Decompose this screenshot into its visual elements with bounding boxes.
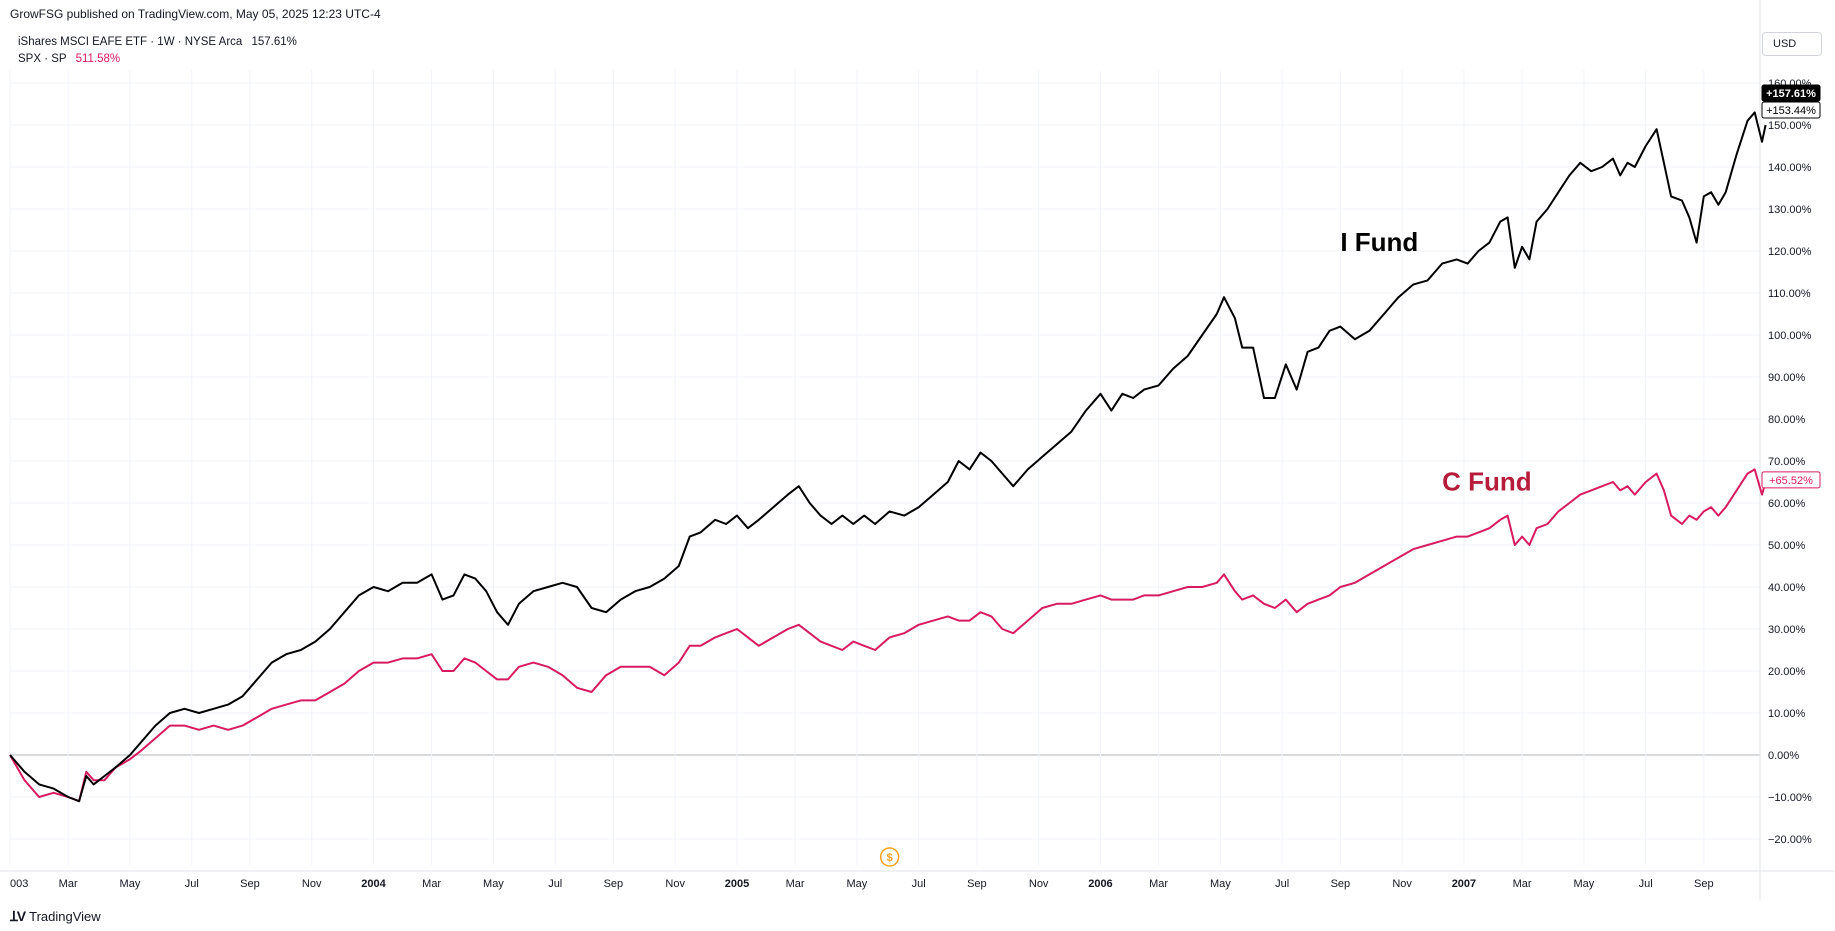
x-tick-label: Jul: [912, 878, 926, 890]
y-tick-label: 40.00%: [1768, 582, 1806, 594]
y-tick-label: 80.00%: [1768, 414, 1806, 426]
i-fund-line: [9, 111, 1767, 803]
x-tick-label: Jul: [1275, 878, 1289, 890]
y-tick-label: 10.00%: [1768, 708, 1806, 720]
x-tick-label: 2006: [1088, 878, 1112, 890]
currency-button[interactable]: USD: [1762, 32, 1822, 56]
y-tick-label: 0.00%: [1768, 750, 1799, 762]
y-tick-label: 140.00%: [1768, 162, 1812, 174]
price-label: +153.44%: [1766, 105, 1816, 117]
x-tick-label: Nov: [665, 878, 685, 890]
x-tick-label: Nov: [1392, 878, 1412, 890]
c-fund-annotation: C Fund: [1442, 466, 1532, 496]
x-tick-label: Mar: [1149, 878, 1168, 890]
price-label: +157.61%: [1766, 88, 1816, 100]
x-tick-label: May: [120, 878, 141, 890]
x-tick-label: Nov: [302, 878, 322, 890]
price-label-box: [1761, 84, 1821, 102]
y-tick-label: 110.00%: [1768, 288, 1811, 300]
x-tick-label: Jul: [185, 878, 199, 890]
price-label-box: [1761, 471, 1821, 489]
y-tick-label: 120.00%: [1768, 246, 1812, 258]
legend-series-2-label: SPX · SP: [18, 53, 67, 65]
legend-series-1[interactable]: iShares MSCI EAFE ETF · 1W · NYSE Arca 1…: [18, 34, 297, 51]
x-tick-label: 2005: [725, 878, 749, 890]
x-tick-label: 2007: [1452, 878, 1476, 890]
x-tick-label: Sep: [967, 878, 987, 890]
x-tick-label: Mar: [786, 878, 805, 890]
x-tick-label: Mar: [1513, 878, 1532, 890]
x-tick-label: May: [847, 878, 868, 890]
y-tick-label: 130.00%: [1768, 204, 1812, 216]
x-tick-label: Jul: [548, 878, 562, 890]
price-label-box: [1761, 101, 1821, 119]
y-tick-label: −20.00%: [1768, 834, 1812, 846]
x-tick-label: Sep: [1694, 878, 1714, 890]
x-tick-label: May: [483, 878, 504, 890]
chart-legend: iShares MSCI EAFE ETF · 1W · NYSE Arca 1…: [18, 34, 297, 68]
legend-series-2[interactable]: SPX · SP 511.58%: [18, 51, 297, 68]
footer-brand[interactable]: ꞱV TradingView: [10, 907, 101, 926]
y-tick-label: 150.00%: [1768, 120, 1812, 132]
x-tick-label: Mar: [422, 878, 441, 890]
x-tick-label: 2004: [361, 878, 386, 890]
footer-brand-text: TradingView: [29, 909, 101, 924]
tradingview-logo-icon: ꞱV: [10, 908, 26, 924]
x-tick-label: Sep: [604, 878, 624, 890]
i-fund-annotation: I Fund: [1340, 227, 1418, 257]
y-tick-label: 30.00%: [1768, 624, 1806, 636]
x-tick-label: Jul: [1639, 878, 1653, 890]
c-fund-line: [9, 468, 1767, 803]
dividend-event-label: $: [887, 852, 893, 864]
x-tick-label: May: [1574, 878, 1595, 890]
y-tick-label: 90.00%: [1768, 372, 1806, 384]
price-label: +65.52%: [1769, 475, 1813, 487]
y-tick-label: 100.00%: [1768, 330, 1812, 342]
x-tick-label: Mar: [59, 878, 78, 890]
y-tick-label: −10.00%: [1768, 792, 1812, 804]
x-tick-label: May: [1210, 878, 1231, 890]
y-tick-label: 70.00%: [1768, 456, 1806, 468]
y-tick-label: 20.00%: [1768, 666, 1806, 678]
x-tick-label: Nov: [1029, 878, 1049, 890]
x-tick-label: Sep: [1331, 878, 1351, 890]
y-tick-label: 50.00%: [1768, 540, 1806, 552]
legend-series-1-label: iShares MSCI EAFE ETF · 1W · NYSE Arca: [18, 36, 243, 48]
x-tick-label: 003: [10, 878, 28, 890]
dividend-event-icon: [879, 847, 900, 867]
x-tick-label: Sep: [240, 878, 260, 890]
publish-info: GrowFSG published on TradingView.com, Ma…: [10, 7, 381, 21]
legend-series-1-value: 157.61%: [251, 36, 297, 48]
y-tick-label: 60.00%: [1768, 498, 1806, 510]
legend-series-2-value: 511.58%: [75, 53, 121, 65]
